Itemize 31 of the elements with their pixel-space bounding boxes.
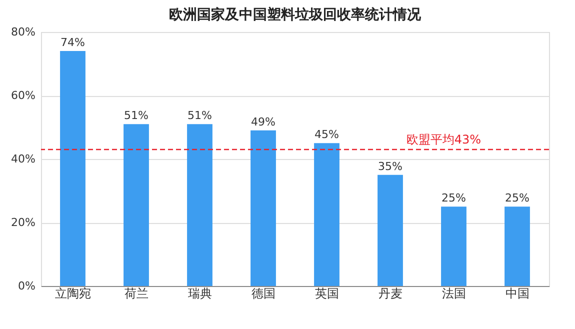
- chart-title: 欧洲国家及中国塑料垃圾回收率统计情况: [169, 6, 422, 23]
- data-label: 45%: [314, 128, 339, 142]
- x-tick-label: 中国: [505, 286, 530, 300]
- bar: [504, 206, 530, 286]
- bar: [124, 124, 149, 286]
- x-tick-label: 德国: [251, 286, 276, 300]
- y-tick-label: 40%: [11, 152, 36, 166]
- bar: [60, 51, 86, 286]
- y-tick-label: 20%: [11, 216, 36, 229]
- y-tick-label: 60%: [11, 89, 36, 102]
- data-label: 74%: [60, 36, 85, 50]
- x-tick-label: 法国: [442, 286, 466, 300]
- x-tick-label: 立陶宛: [54, 286, 91, 300]
- y-tick-label: 0%: [18, 280, 36, 292]
- data-label: 51%: [124, 109, 148, 122]
- bar: [314, 143, 340, 286]
- bar: [441, 206, 466, 286]
- data-label: 25%: [442, 192, 466, 205]
- y-tick-label: 80%: [11, 26, 36, 38]
- x-tick-label: 丹麦: [378, 286, 402, 300]
- bar: [250, 130, 276, 286]
- bar: [187, 124, 212, 286]
- x-tick-label: 瑞典: [188, 286, 212, 300]
- data-label: 35%: [378, 160, 402, 173]
- data-label: 49%: [251, 115, 276, 128]
- data-label: 25%: [505, 192, 530, 205]
- x-tick-label: 英国: [314, 286, 339, 300]
- ref-line-label: 欧盟平均43%: [406, 132, 481, 146]
- bar: [378, 174, 403, 286]
- data-label: 51%: [188, 109, 212, 122]
- x-tick-label: 荷兰: [124, 286, 148, 300]
